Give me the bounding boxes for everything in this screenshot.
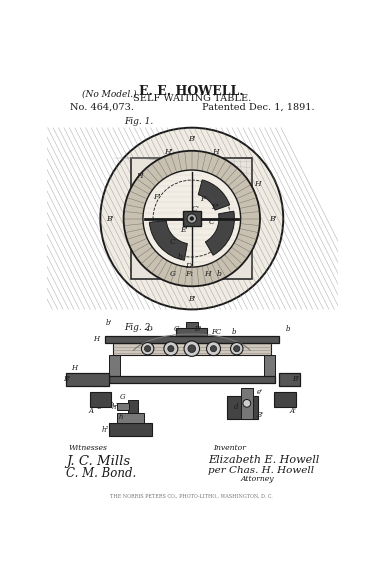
Text: b: b <box>178 253 183 261</box>
Text: b: b <box>286 325 290 333</box>
Text: F': F' <box>153 193 160 201</box>
Text: e': e' <box>257 388 263 396</box>
Text: b: b <box>232 328 237 336</box>
Circle shape <box>100 128 283 310</box>
Circle shape <box>190 217 194 221</box>
Text: Fig. 2.: Fig. 2. <box>124 323 154 332</box>
Text: b: b <box>216 270 221 278</box>
Circle shape <box>210 345 217 352</box>
Text: F': F' <box>211 203 219 211</box>
Text: SELF WAITING TABLE.: SELF WAITING TABLE. <box>133 94 251 103</box>
Text: Attorney: Attorney <box>241 475 274 483</box>
Text: H: H <box>93 335 99 343</box>
Text: J. C. Mills: J. C. Mills <box>66 455 130 468</box>
Text: D': D' <box>194 325 202 333</box>
Bar <box>117 404 129 409</box>
Text: F-: F- <box>200 196 207 203</box>
Text: h²: h² <box>101 426 109 434</box>
Text: Patented Dec. 1, 1891.: Patented Dec. 1, 1891. <box>202 102 314 111</box>
Text: h²: h² <box>111 403 119 411</box>
Bar <box>109 376 275 382</box>
Text: d: d <box>234 403 238 411</box>
Bar <box>113 343 271 355</box>
Text: Fig. 3.: Fig. 3. <box>90 401 117 409</box>
Wedge shape <box>198 180 230 210</box>
Circle shape <box>207 342 220 356</box>
Text: Inventor: Inventor <box>213 444 246 452</box>
Text: B': B' <box>63 376 70 384</box>
Circle shape <box>144 345 151 352</box>
Text: Fig. 1.: Fig. 1. <box>124 117 154 126</box>
Text: F₁: F₁ <box>185 270 194 278</box>
Text: H: H <box>136 172 142 180</box>
Circle shape <box>184 341 200 356</box>
Wedge shape <box>149 221 188 260</box>
Bar <box>66 373 109 386</box>
Bar <box>279 373 300 386</box>
Bar <box>186 321 198 328</box>
Bar <box>241 388 253 419</box>
Wedge shape <box>206 211 234 255</box>
Bar <box>183 211 201 226</box>
Text: H: H <box>204 270 211 278</box>
Circle shape <box>234 345 240 352</box>
Circle shape <box>168 345 174 352</box>
Bar <box>128 400 138 413</box>
Text: C: C <box>174 325 179 333</box>
Text: B': B' <box>269 214 277 222</box>
Bar <box>264 355 275 376</box>
Text: E': E' <box>180 226 188 234</box>
Text: G: G <box>170 270 176 278</box>
Text: THE NORRIS PETERS CO., PHOTO-LITHO., WASHINGTON, D. C.: THE NORRIS PETERS CO., PHOTO-LITHO., WAS… <box>110 494 273 498</box>
Text: H: H <box>71 364 77 372</box>
Text: Elizabeth E. Howell: Elizabeth E. Howell <box>208 455 320 465</box>
Bar <box>176 328 207 336</box>
Text: B': B' <box>188 136 196 144</box>
Text: E. E. HOWELL.: E. E. HOWELL. <box>140 86 244 99</box>
Text: B': B' <box>292 376 299 384</box>
Bar <box>105 336 279 343</box>
Bar <box>131 158 252 279</box>
Circle shape <box>187 214 196 223</box>
Text: C: C <box>208 218 214 226</box>
Bar <box>117 413 144 424</box>
Text: A: A <box>88 407 93 415</box>
Circle shape <box>231 343 243 355</box>
Text: C': C' <box>192 205 200 213</box>
Text: B': B' <box>188 295 196 303</box>
Bar <box>226 396 258 419</box>
Text: Witnesses: Witnesses <box>69 444 108 452</box>
Bar <box>109 422 152 437</box>
Circle shape <box>141 343 154 355</box>
Text: per Chas. H. Howell: per Chas. H. Howell <box>208 466 314 475</box>
Bar <box>90 392 111 407</box>
Text: FC: FC <box>211 328 222 336</box>
Text: H': H' <box>164 148 173 156</box>
Text: D: D <box>185 262 191 270</box>
Text: G: G <box>120 393 126 401</box>
Text: (No Model.): (No Model.) <box>82 90 136 99</box>
Text: A': A' <box>290 407 297 415</box>
Circle shape <box>124 151 260 286</box>
Text: B': B' <box>106 214 114 222</box>
Text: H: H <box>212 148 218 156</box>
Circle shape <box>164 342 178 356</box>
Text: D: D <box>146 325 152 333</box>
Text: B': B' <box>256 411 264 419</box>
Bar <box>109 355 120 376</box>
Text: b': b' <box>106 319 112 327</box>
Text: No. 464,073.: No. 464,073. <box>70 102 134 111</box>
Text: H: H <box>255 180 261 188</box>
Circle shape <box>188 345 196 352</box>
Text: h: h <box>118 413 123 421</box>
Text: C: C <box>170 238 176 246</box>
Bar <box>274 392 296 407</box>
Circle shape <box>243 400 251 407</box>
Circle shape <box>143 170 241 267</box>
Text: C. M. Bond.: C. M. Bond. <box>66 467 136 481</box>
